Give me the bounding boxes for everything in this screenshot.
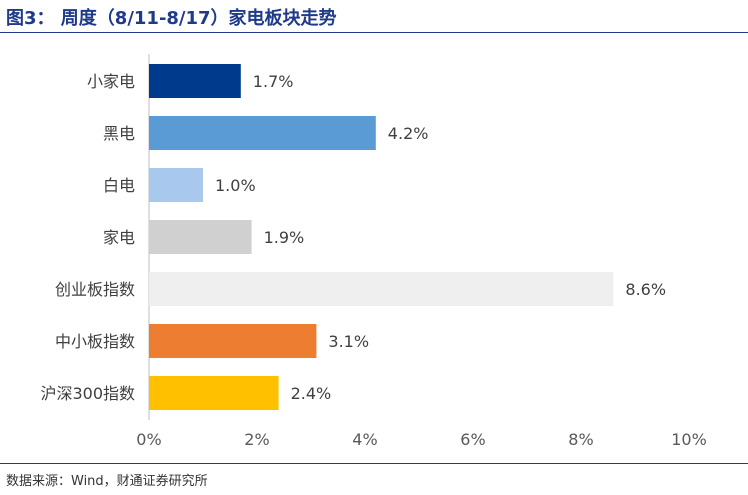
bar [149, 116, 376, 150]
category-label: 白电 [103, 176, 135, 195]
source-note: 数据来源：Wind，财通证券研究所 [6, 474, 208, 489]
category-label: 创业板指数 [55, 280, 135, 299]
category-label: 黑电 [103, 124, 135, 143]
category-label: 家电 [103, 228, 135, 247]
bar [149, 376, 279, 410]
x-tick-label: 0% [136, 430, 161, 449]
category-label: 小家电 [87, 72, 135, 91]
data-label: 1.9% [264, 228, 305, 247]
footer-rule [0, 463, 748, 464]
x-tick-label: 8% [568, 430, 593, 449]
x-tick-label: 10% [671, 430, 707, 449]
category-label: 沪深300指数 [40, 384, 135, 403]
bar [149, 168, 203, 202]
data-label: 1.0% [215, 176, 256, 195]
title-rule [0, 32, 748, 33]
chart-title: 图3： 周度（8/11-8/17）家电板块走势 [6, 8, 337, 29]
bar [149, 220, 252, 254]
data-label: 1.7% [253, 72, 294, 91]
category-label: 中小板指数 [55, 332, 135, 351]
data-label: 8.6% [625, 280, 666, 299]
bar [149, 272, 614, 306]
bar [149, 64, 241, 98]
data-label: 2.4% [291, 384, 332, 403]
x-tick-label: 6% [460, 430, 485, 449]
data-label: 3.1% [328, 332, 369, 351]
x-tick-label: 4% [352, 430, 377, 449]
data-label: 4.2% [388, 124, 429, 143]
x-tick-label: 2% [244, 430, 269, 449]
bar [149, 324, 317, 358]
